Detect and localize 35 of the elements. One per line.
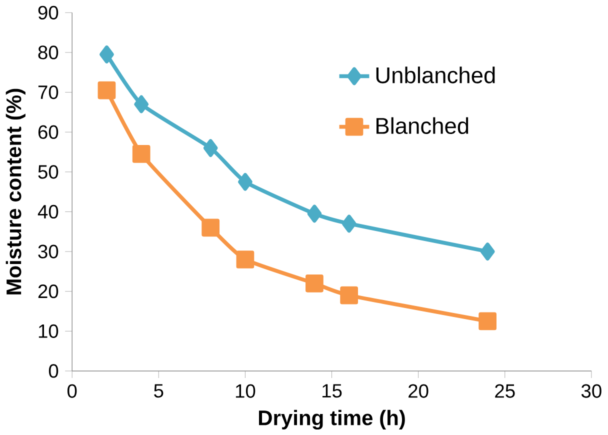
point <box>132 144 150 163</box>
point <box>202 218 220 236</box>
x-axis-title: Drying time (h) <box>259 410 405 430</box>
y-axis-title: Moisture content (%) <box>6 88 26 294</box>
point <box>306 274 324 292</box>
point <box>478 312 497 330</box>
point <box>100 45 114 64</box>
point <box>236 250 254 268</box>
point <box>203 138 218 157</box>
x-tick-label: 10 <box>236 384 256 398</box>
y-tick-label: 70 <box>38 85 58 99</box>
x-tick-label: 5 <box>154 384 164 398</box>
x-tick-label: 0 <box>67 384 77 398</box>
y-tick-label: 20 <box>38 284 58 298</box>
point <box>98 81 116 100</box>
x-tick-label: 20 <box>408 384 428 398</box>
y-tick-label: 40 <box>38 204 58 218</box>
y-tick-label: 10 <box>38 324 58 338</box>
y-tick-label: 60 <box>38 125 58 139</box>
point <box>342 214 356 232</box>
y-tick-label: 50 <box>38 164 58 179</box>
x-tick-label: 30 <box>581 384 602 398</box>
point <box>480 242 495 260</box>
point <box>134 95 149 113</box>
point <box>238 172 252 191</box>
y-tick-label: 90 <box>38 6 58 20</box>
point <box>340 286 358 304</box>
legend-label: Blanched <box>376 117 468 134</box>
point <box>307 204 322 222</box>
x-tick-label: 25 <box>495 384 515 398</box>
legend-label: Unblanched <box>376 66 495 84</box>
x-tick-label: 15 <box>322 384 342 398</box>
y-tick-label: 80 <box>38 45 58 60</box>
y-tick-label: 30 <box>38 244 58 258</box>
y-tick-label: 0 <box>48 364 58 378</box>
